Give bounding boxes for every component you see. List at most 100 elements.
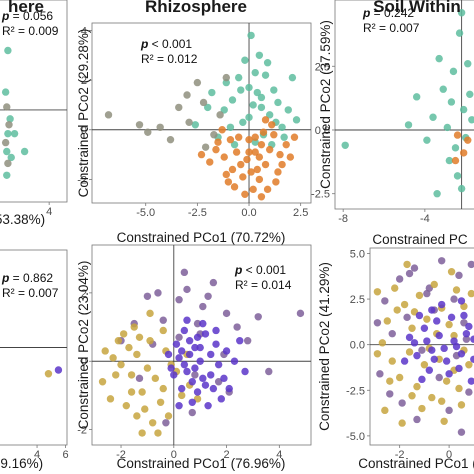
data-point-purple (418, 346, 426, 354)
data-point-teal (20, 147, 29, 156)
data-point-blue (241, 367, 249, 376)
data-point-gold (117, 360, 125, 369)
data-point-grey (216, 111, 224, 119)
data-point-purple (188, 408, 196, 417)
data-point-teal (284, 106, 292, 114)
data-point-gold (156, 398, 165, 406)
data-point-blue (442, 357, 451, 365)
data-point-teal (288, 73, 297, 82)
data-point-teal (404, 121, 413, 129)
data-point-purple (193, 319, 202, 328)
data-point-blue (423, 337, 431, 345)
data-point-orange (214, 138, 222, 146)
data-point-blue (207, 350, 215, 359)
x-tick-label: 0 (446, 449, 452, 461)
data-point-orange (218, 126, 226, 134)
data-point-teal (1, 88, 10, 96)
data-point-gold (106, 395, 115, 403)
data-point-orange (270, 131, 278, 139)
x-tick-label: 6 (63, 449, 69, 461)
data-point-blue (413, 351, 421, 360)
data-point-blue (183, 316, 191, 324)
data-point-gold (133, 350, 141, 359)
panel-frame (0, 0, 68, 203)
data-point-gold (455, 384, 463, 393)
data-point-orange (228, 165, 237, 174)
data-point-purple (296, 309, 305, 318)
data-point-teal (257, 93, 266, 102)
r-squared-annotation: R² = 0.009 (2, 24, 59, 38)
data-point-gold (146, 309, 154, 318)
data-point-teal (341, 141, 349, 149)
data-point-grey (135, 121, 144, 129)
x-axis-label: 29.16%) (0, 456, 43, 471)
data-point-gold (430, 280, 438, 289)
y-tick-label: 0.0 (315, 125, 330, 137)
data-point-purple (465, 388, 473, 396)
data-point-blue (440, 344, 448, 353)
data-point-purple (222, 309, 231, 318)
panel-title: Soil Within (373, 0, 461, 16)
data-point-orange (253, 165, 261, 174)
data-point-blue (185, 337, 194, 345)
y-tick-label: -2 (77, 174, 87, 186)
data-point-gold (398, 419, 406, 427)
data-point-grey (144, 128, 152, 136)
data-point-orange (286, 153, 295, 161)
data-point-purple (254, 313, 262, 321)
panel-title: Rhizosphere (145, 0, 247, 16)
data-point-teal (270, 86, 278, 94)
data-point-teal (220, 106, 228, 114)
data-point-blue (193, 388, 202, 396)
data-point-blue (400, 357, 409, 365)
data-point-orange (251, 133, 259, 141)
data-point-teal (429, 113, 437, 121)
data-point-orange (259, 128, 268, 136)
data-point-blue (191, 364, 199, 372)
data-point-teal (468, 116, 474, 124)
data-point-teal (433, 190, 441, 198)
data-point-grey (199, 98, 208, 107)
data-point-teal (257, 103, 266, 112)
data-point-teal (265, 111, 274, 119)
data-point-gold (393, 306, 401, 314)
data-point-blue (405, 333, 414, 342)
data-point-teal (443, 123, 452, 132)
data-point-gold (109, 354, 117, 362)
data-point-purple (450, 295, 458, 303)
y-tick-label: 2.5 (350, 294, 365, 306)
data-point-teal (203, 103, 212, 112)
data-point-grey (222, 73, 230, 82)
data-point-gold (418, 404, 426, 413)
data-point-teal (191, 121, 200, 129)
data-point-orange (261, 116, 270, 124)
data-point-teal (412, 93, 421, 101)
data-point-grey (201, 143, 210, 151)
y-tick-label: 5.0 (350, 248, 365, 260)
data-point-gold (159, 326, 167, 335)
data-point-gold (405, 348, 414, 356)
data-point-purple (413, 415, 421, 424)
data-point-orange (224, 178, 233, 186)
data-point-orange (234, 133, 243, 141)
data-point-teal (4, 129, 12, 138)
data-point-gold (101, 347, 109, 355)
r-squared-annotation: R² = 0.007 (363, 21, 420, 35)
y-axis-label: Constrained PCo2 (23.04%) (76, 261, 91, 430)
data-point-grey (193, 78, 202, 87)
data-point-gold (467, 289, 474, 298)
data-point-gold (465, 361, 473, 369)
y-tick-label: 0 (81, 356, 87, 368)
data-point-gold (193, 395, 202, 403)
data-point-gold (112, 371, 120, 379)
data-point-gold (164, 412, 173, 420)
data-point-grey (175, 103, 183, 112)
data-point-gold (408, 392, 416, 400)
data-point-purple (423, 289, 431, 298)
data-point-orange (230, 183, 239, 191)
data-point-blue (457, 350, 466, 358)
data-point-orange (257, 140, 266, 149)
data-point-orange (278, 160, 286, 169)
